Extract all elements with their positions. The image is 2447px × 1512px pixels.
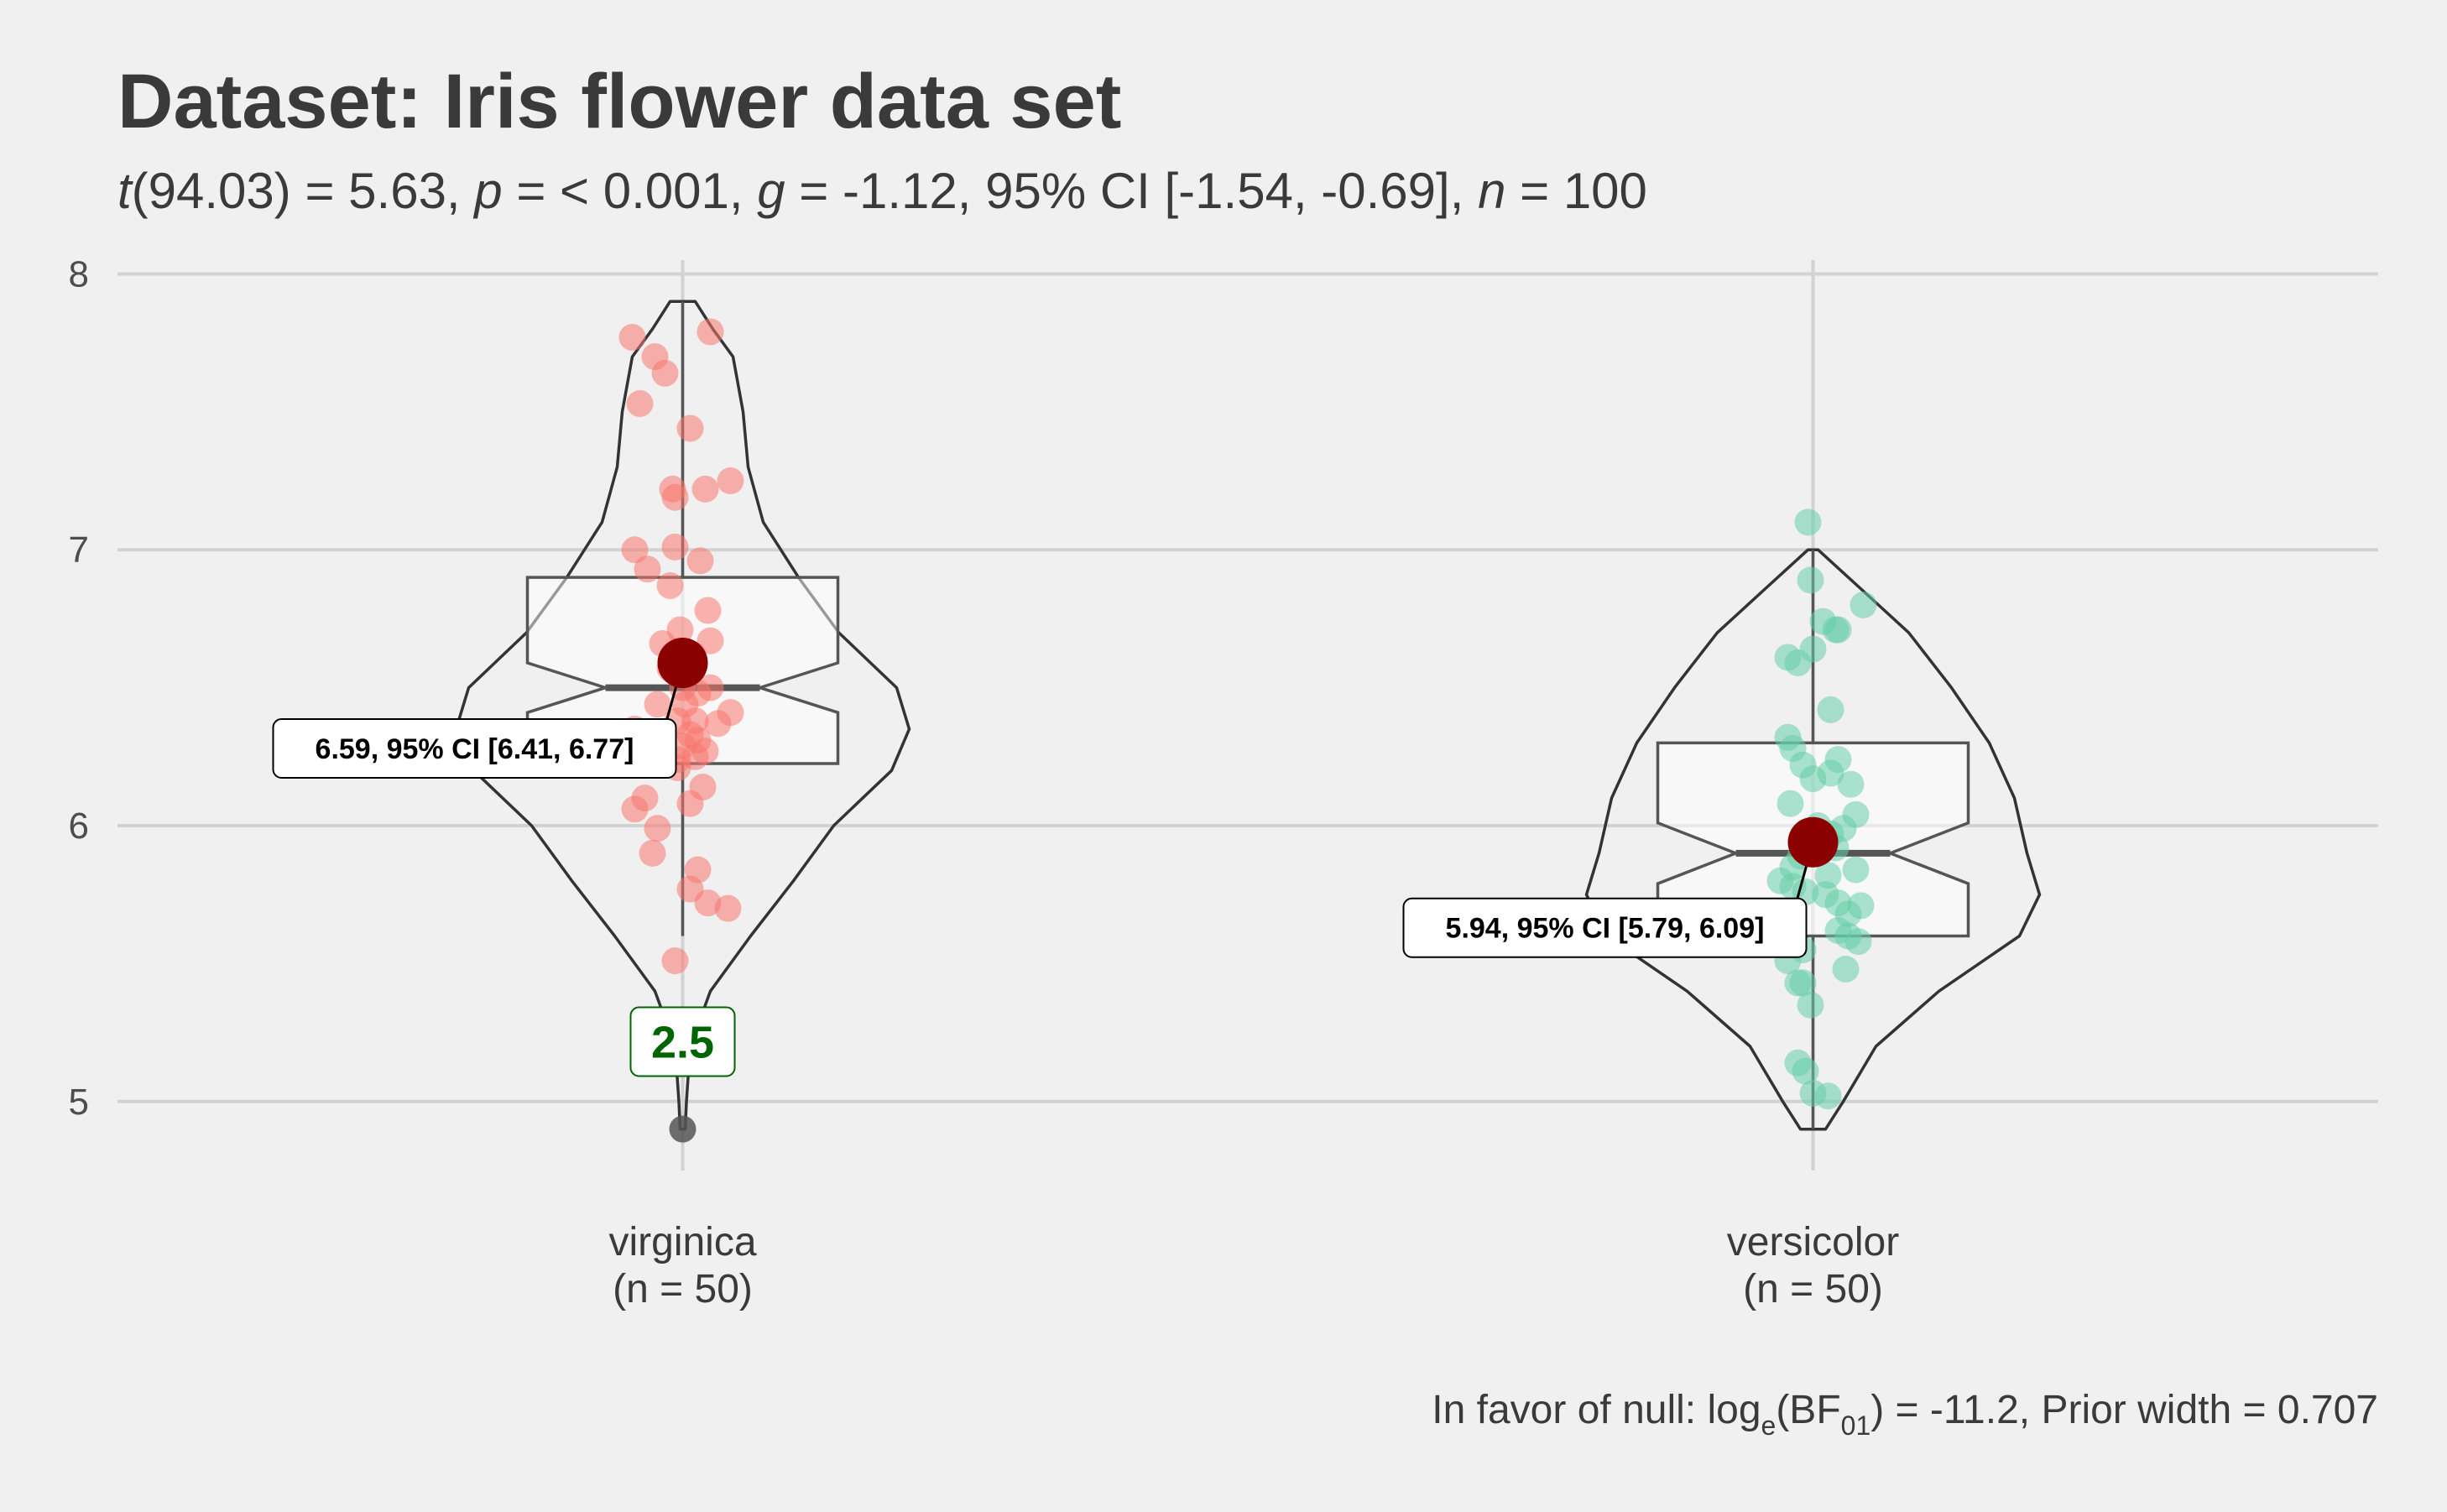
data-point [1789, 969, 1817, 997]
outlier-label-box [629, 1006, 736, 1077]
chart-title: Dataset: Iris flower data set [117, 59, 1121, 144]
mean-point [657, 638, 708, 689]
data-point [1766, 867, 1794, 894]
chart-caption: In favor of null: loge(BF01) = -11.2, Pr… [1432, 1388, 2378, 1441]
data-point [676, 414, 704, 442]
data-point [1797, 991, 1824, 1019]
x-category-count: (n = 50) [613, 1267, 753, 1311]
data-point [1832, 955, 1860, 983]
data-point [644, 815, 671, 842]
data-point [651, 359, 679, 387]
data-point [626, 389, 654, 417]
data-point [694, 889, 722, 917]
chart-subtitle: t(94.03) = 5.63, p = < 0.001, g = -1.12,… [117, 163, 1647, 219]
data-point [717, 699, 744, 727]
data-point [689, 773, 717, 800]
outlier-label: 2.5 [651, 1017, 714, 1067]
data-point [697, 318, 724, 346]
data-point [1792, 1057, 1819, 1085]
grid [117, 260, 2378, 1170]
data-point [1817, 696, 1844, 723]
y-tick-label: 8 [69, 253, 89, 295]
y-tick-label: 6 [69, 806, 89, 847]
data-point [1850, 591, 1877, 618]
y-tick-label: 5 [69, 1082, 89, 1123]
violin-versicolor [1584, 548, 2042, 1131]
x-axis: virginica(n = 50)versicolor(n = 50) [608, 1220, 1899, 1311]
data-point [639, 839, 666, 867]
data-point [1794, 508, 1822, 536]
violin-virginica [454, 300, 911, 1131]
outlier-point [669, 1115, 697, 1143]
mean-point [1787, 816, 1839, 868]
data-point [717, 467, 744, 495]
mean-label-box [1402, 897, 1808, 958]
group-virginica: 2.5 6.59, 95% CI [6.41, 6.77] [272, 300, 911, 1143]
data-point [661, 483, 689, 511]
plot-groups: 2.5 6.59, 95% CI [6.41, 6.77] 5.94, 95% CI… [272, 300, 2042, 1143]
group-versicolor: 5.94, 95% CI [5.79, 6.09] [1402, 508, 2042, 1131]
data-point [691, 475, 719, 503]
data-point [1837, 770, 1865, 798]
data-point [1842, 856, 1870, 884]
data-point [618, 324, 646, 352]
mean-label-box [272, 718, 677, 779]
x-category-label: virginica [608, 1220, 756, 1264]
data-point [644, 691, 671, 718]
y-tick-label: 7 [69, 529, 89, 571]
data-point [661, 947, 689, 975]
data-point [1784, 649, 1812, 677]
data-point [621, 536, 649, 564]
y-axis: 5 6 7 8 [69, 253, 89, 1122]
x-category-label: versicolor [1727, 1220, 1899, 1264]
data-point [1817, 759, 1844, 787]
x-category-count: (n = 50) [1743, 1267, 1883, 1311]
mean-label: 5.94, 95% CI [5.79, 6.09] [1446, 913, 1765, 945]
data-point [1844, 928, 1872, 956]
data-point [686, 547, 714, 575]
data-point [1797, 566, 1824, 594]
data-point [714, 894, 742, 922]
data-point [1777, 790, 1804, 817]
data-point [1824, 616, 1852, 644]
data-point [694, 597, 722, 624]
data-point [634, 555, 661, 583]
mean-label: 6.59, 95% CI [6.41, 6.77] [316, 733, 634, 765]
data-point [656, 571, 684, 599]
data-point [661, 533, 689, 560]
data-point [1814, 1082, 1842, 1110]
data-point [621, 795, 649, 823]
